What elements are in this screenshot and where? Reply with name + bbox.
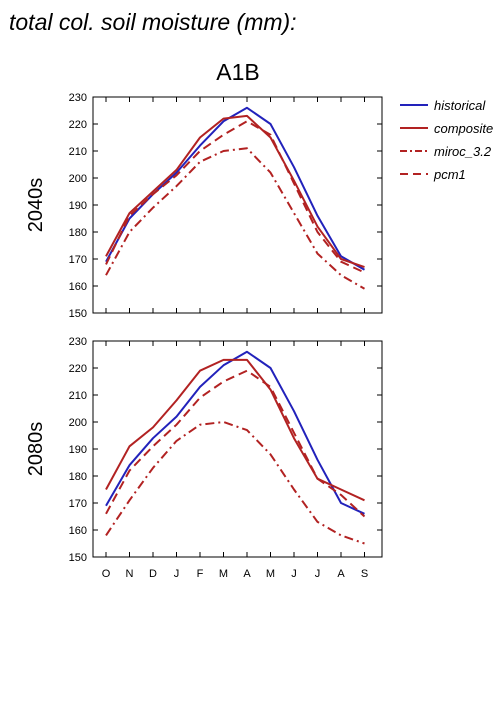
y-tick-label: 200	[69, 173, 87, 185]
y-tick-label: 200	[69, 417, 87, 429]
panels: 150 160 170 180 190 200 210 220 230 2040s 150 160 17…	[25, 92, 383, 580]
series-line-historical	[105, 350, 365, 515]
x-tick-label: J	[174, 568, 180, 580]
y-tick-label: 220	[69, 119, 87, 131]
x-tick-label: S	[361, 568, 368, 580]
legend-label: composite	[434, 121, 493, 136]
y-tick-label: 160	[69, 525, 87, 537]
x-tick-label: A	[337, 568, 345, 580]
series-line-composite	[105, 114, 365, 269]
y-tick-label: 210	[69, 146, 87, 158]
row-label-2080s: 2080s	[25, 422, 47, 477]
x-tick-label: N	[126, 568, 134, 580]
legend-label: pcm1	[433, 167, 466, 182]
panel-2: 150 160 170 180 190 200 210 220 230 2080s	[25, 336, 383, 564]
panel-1: 150 160 170 180 190 200 210 220 230 2040s	[25, 92, 383, 320]
series-line-pcm1	[105, 120, 365, 274]
legend-label: historical	[434, 98, 486, 113]
legend-label: miroc_3.2	[434, 144, 492, 159]
series-line-pcm1	[105, 369, 366, 518]
y-tick-label: 170	[69, 254, 87, 266]
x-tick-label: A	[243, 568, 251, 580]
x-tick-label: O	[102, 568, 111, 580]
series-line-composite	[105, 358, 365, 502]
y-tick-label: 230	[69, 92, 87, 104]
x-tick-label: F	[197, 568, 204, 580]
y-tick-label: 180	[69, 227, 87, 239]
page-title: total col. soil moisture (mm):	[9, 9, 297, 35]
y-tick-label: 170	[69, 498, 87, 510]
panel-frame	[92, 96, 383, 314]
row-label-2040s: 2040s	[25, 178, 47, 233]
x-tick-label: J	[315, 568, 321, 580]
y-tick-label: 190	[69, 444, 87, 456]
x-tick-label: M	[266, 568, 275, 580]
series-line-miroc-3-2	[105, 147, 365, 290]
y-tick-label: 190	[69, 200, 87, 212]
y-tick-label: 180	[69, 471, 87, 483]
x-tick-label: J	[291, 568, 297, 580]
y-tick-label: 150	[69, 308, 87, 320]
y-tick-label: 230	[69, 336, 87, 348]
scenario-title: A1B	[216, 59, 259, 85]
y-tick-label: 160	[69, 281, 87, 293]
y-tick-label: 220	[69, 363, 87, 375]
legend: historical composite miroc_3.2 pcm1	[400, 98, 493, 182]
x-tick-label: D	[149, 568, 157, 580]
x-tick-label: M	[219, 568, 228, 580]
panel-frame	[92, 340, 383, 558]
y-tick-label: 210	[69, 390, 87, 402]
series-line-historical	[105, 106, 365, 271]
y-tick-label: 150	[69, 552, 87, 564]
